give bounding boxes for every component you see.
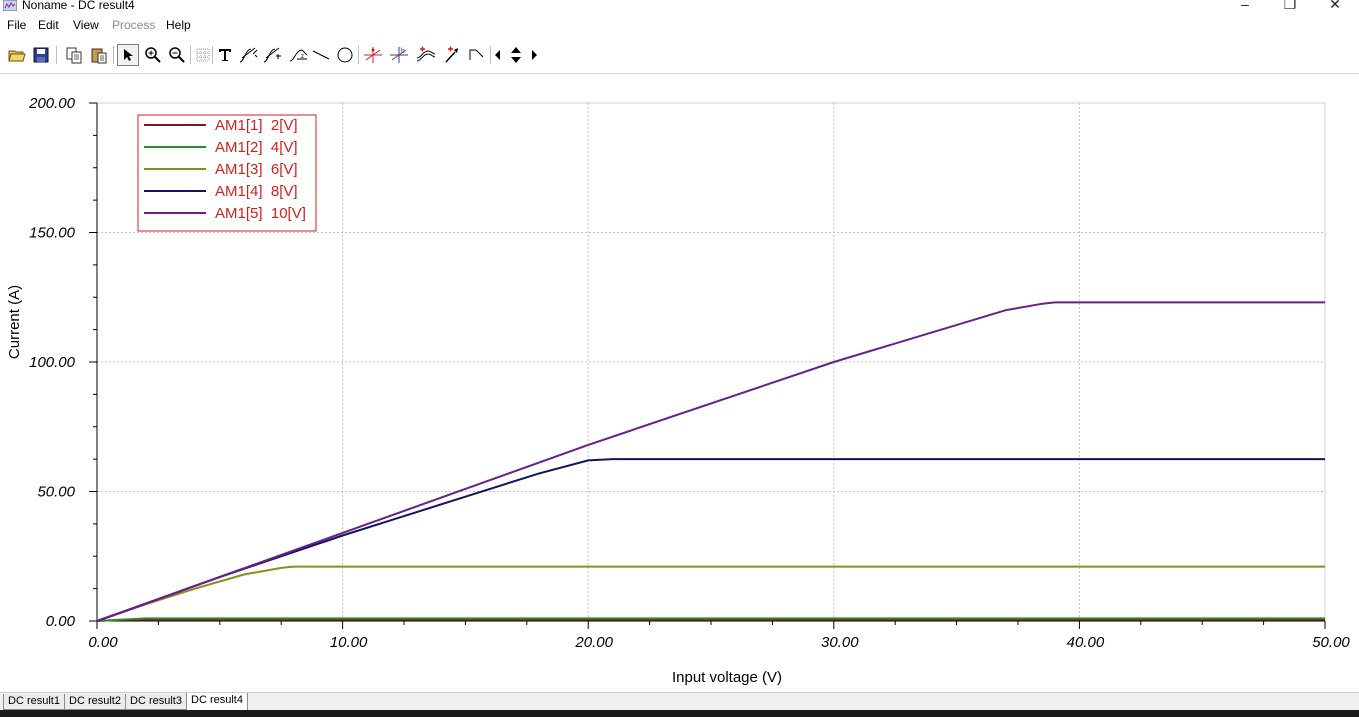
menu-file[interactable]: File (7, 18, 27, 32)
line-tool-icon[interactable] (310, 44, 332, 66)
plot-area: 0.00 50.00 100.00 150.00 200.00 0.00 10.00 20.0… (0, 75, 1359, 692)
title-bar: Noname - DC result4 – ❐ ✕ (0, 0, 1359, 14)
text-tool-icon[interactable] (214, 44, 236, 66)
x-tick-label: 40.00 (1067, 634, 1105, 651)
x-tick-label: 30.00 (821, 634, 859, 651)
tab-dc-result4[interactable]: DC result4 (186, 693, 248, 711)
toolbar: z b (0, 36, 1359, 74)
menu-edit[interactable]: Edit (38, 18, 59, 32)
probe-icon[interactable] (441, 44, 463, 66)
arrow-updown-icon[interactable] (506, 44, 526, 66)
menu-help[interactable]: Help (166, 18, 191, 32)
legend-label-2: AM1[2] 4[V] (215, 139, 298, 156)
x-axis-label: Input voltage (V) (672, 669, 782, 686)
curve-tool-3-icon[interactable]: z (288, 44, 310, 66)
y-tick-label: 100.00 (29, 354, 76, 371)
legend-label-3: AM1[3] 6[V] (215, 161, 298, 178)
open-folder-icon[interactable] (6, 44, 28, 66)
curve-tool-2-icon[interactable] (262, 44, 284, 66)
x-tick-label: 20.00 (574, 634, 613, 651)
y-axis-label: Current (A) (6, 285, 23, 359)
y-tick-label: 0.00 (46, 613, 76, 630)
marker-a-icon[interactable] (362, 44, 384, 66)
series-line-4[interactable] (96, 458, 1325, 622)
legend-label-5: AM1[5] 10[V] (215, 205, 306, 222)
window-title: Noname - DC result4 (22, 0, 135, 12)
save-icon[interactable] (30, 44, 52, 66)
series-line-2[interactable] (96, 617, 1325, 622)
dc-result-chart[interactable]: 0.00 50.00 100.00 150.00 200.00 0.00 10.00 20.0… (0, 75, 1359, 692)
menu-view[interactable]: View (73, 18, 99, 32)
menu-process[interactable]: Process (112, 18, 156, 32)
sheet-tab-bar: DC result1 DC result2 DC result3 DC resu… (0, 692, 1359, 711)
legend-label-1: AM1[1] 2[V] (215, 117, 298, 134)
minimize-button[interactable]: – (1241, 0, 1249, 12)
copy-icon[interactable] (63, 44, 85, 66)
add-trace-icon[interactable] (415, 44, 437, 66)
y-tick-label: 50.00 (37, 484, 75, 501)
curve-tool-1-icon[interactable] (238, 44, 260, 66)
series-line-3[interactable] (96, 565, 1325, 622)
grid-icon[interactable] (192, 44, 214, 66)
app-icon (3, 0, 17, 11)
pointer-icon[interactable] (117, 44, 139, 66)
arrow-right-icon[interactable] (528, 44, 540, 66)
taskbar-strip (0, 710, 1359, 717)
tab-dc-result2[interactable]: DC result2 (64, 694, 126, 710)
tab-dc-result3[interactable]: DC result3 (125, 694, 187, 710)
tab-dc-result1[interactable]: DC result1 (3, 694, 65, 710)
zoom-out-icon[interactable] (166, 44, 188, 66)
y-tick-label: 200.00 (28, 95, 76, 112)
arrow-left-icon[interactable] (492, 44, 504, 66)
circle-tool-icon[interactable] (334, 44, 356, 66)
paste-icon[interactable] (88, 44, 110, 66)
svg-text:z: z (301, 54, 304, 60)
svg-text:b: b (401, 48, 405, 55)
series-line-5[interactable] (96, 301, 1325, 622)
legend-box (137, 114, 317, 232)
close-button[interactable]: ✕ (1329, 0, 1341, 12)
x-tick-label: 50.00 (1312, 634, 1350, 651)
x-tick-label: 10.00 (330, 634, 368, 651)
zoom-in-icon[interactable] (142, 44, 164, 66)
y-tick-label: 150.00 (29, 225, 76, 242)
restore-button[interactable]: ❐ (1283, 0, 1297, 12)
x-tick-label: 0.00 (88, 634, 118, 651)
menu-bar: File Edit View Process Help (0, 14, 1359, 36)
marker-b-icon[interactable]: b (388, 44, 410, 66)
legend-label-4: AM1[4] 8[V] (215, 183, 298, 200)
slope-icon[interactable] (466, 44, 488, 66)
